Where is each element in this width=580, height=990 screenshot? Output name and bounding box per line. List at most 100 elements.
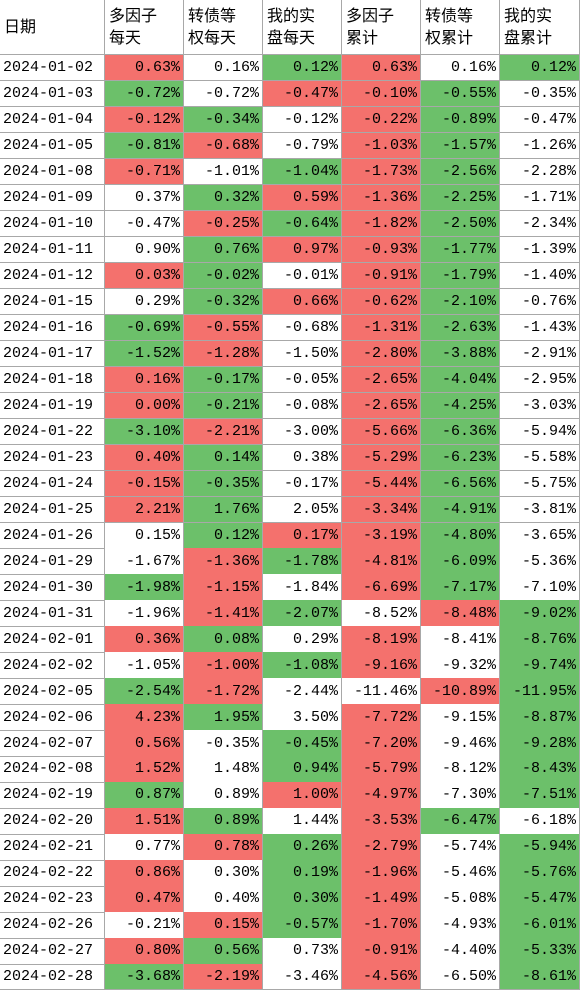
value-cell: -8.61%: [500, 964, 580, 990]
value-cell: -6.50%: [421, 964, 500, 990]
date-cell: 2024-01-09: [0, 184, 105, 212]
value-cell: -1.00%: [184, 652, 263, 679]
date-cell: 2024-01-24: [0, 470, 105, 498]
value-cell: 0.87%: [105, 782, 184, 809]
value-cell: -6.23%: [421, 444, 500, 472]
value-cell: 0.14%: [184, 444, 263, 472]
value-cell: 1.52%: [105, 756, 184, 783]
value-cell: -1.79%: [421, 262, 500, 290]
value-cell: 0.56%: [105, 730, 184, 757]
value-cell: -7.17%: [421, 574, 500, 601]
value-cell: -0.81%: [105, 132, 184, 160]
value-cell: -0.35%: [184, 730, 263, 757]
value-cell: -2.95%: [500, 366, 580, 394]
value-cell: 2.21%: [105, 496, 184, 523]
value-cell: -3.68%: [105, 964, 184, 990]
date-cell: 2024-01-04: [0, 106, 105, 134]
value-cell: -9.32%: [421, 652, 500, 679]
value-cell: -1.43%: [500, 314, 580, 342]
value-cell: 0.36%: [105, 626, 184, 653]
value-cell: 0.08%: [184, 626, 263, 653]
value-cell: 0.17%: [263, 522, 342, 549]
value-cell: -2.07%: [263, 600, 342, 627]
value-cell: 1.76%: [184, 496, 263, 523]
value-cell: -4.04%: [421, 366, 500, 394]
value-cell: -0.08%: [263, 392, 342, 420]
value-cell: -1.50%: [263, 340, 342, 368]
value-cell: 0.29%: [105, 288, 184, 316]
value-cell: -6.69%: [342, 574, 421, 601]
value-cell: -5.66%: [342, 418, 421, 446]
value-cell: -2.44%: [263, 678, 342, 705]
value-cell: 0.89%: [184, 808, 263, 835]
value-cell: -0.17%: [263, 470, 342, 498]
value-cell: -0.89%: [421, 106, 500, 134]
value-cell: -3.19%: [342, 522, 421, 549]
value-cell: -0.68%: [184, 132, 263, 160]
date-cell: 2024-01-30: [0, 574, 105, 601]
value-cell: -1.36%: [184, 548, 263, 575]
value-cell: -4.25%: [421, 392, 500, 420]
value-cell: -0.55%: [184, 314, 263, 342]
value-cell: -0.76%: [500, 288, 580, 316]
header-text: 转债等: [425, 6, 474, 25]
date-cell: 2024-02-21: [0, 834, 105, 861]
value-cell: -8.12%: [421, 756, 500, 783]
value-cell: 0.16%: [105, 366, 184, 394]
value-cell: 0.37%: [105, 184, 184, 212]
value-cell: -0.12%: [105, 106, 184, 134]
value-cell: -7.10%: [500, 574, 580, 601]
value-cell: -1.96%: [342, 860, 421, 887]
value-cell: -5.08%: [421, 886, 500, 913]
value-cell: -5.75%: [500, 470, 580, 498]
value-cell: -11.95%: [500, 678, 580, 705]
value-cell: 0.90%: [105, 236, 184, 264]
value-cell: -3.53%: [342, 808, 421, 835]
value-cell: -0.15%: [105, 470, 184, 498]
value-cell: -2.50%: [421, 210, 500, 238]
value-cell: -0.71%: [105, 158, 184, 186]
value-cell: 0.12%: [263, 55, 342, 82]
value-cell: -0.57%: [263, 912, 342, 939]
value-cell: 0.76%: [184, 236, 263, 264]
value-cell: -4.80%: [421, 522, 500, 549]
value-cell: 0.29%: [263, 626, 342, 653]
value-cell: -1.41%: [184, 600, 263, 627]
value-cell: -5.44%: [342, 470, 421, 498]
value-cell: 0.38%: [263, 444, 342, 472]
value-cell: -1.03%: [342, 132, 421, 160]
value-cell: 0.80%: [105, 938, 184, 965]
value-cell: -0.17%: [184, 366, 263, 394]
value-cell: 0.12%: [184, 522, 263, 549]
value-cell: 0.15%: [105, 522, 184, 549]
value-cell: -0.02%: [184, 262, 263, 290]
value-cell: -2.21%: [184, 418, 263, 446]
header-text: 累计: [346, 28, 379, 47]
value-cell: -2.54%: [105, 678, 184, 705]
value-cell: -0.64%: [263, 210, 342, 238]
value-cell: -1.39%: [500, 236, 580, 264]
value-cell: -6.47%: [421, 808, 500, 835]
value-cell: -1.04%: [263, 158, 342, 186]
value-cell: -5.74%: [421, 834, 500, 861]
value-cell: -1.57%: [421, 132, 500, 160]
value-cell: 0.94%: [263, 756, 342, 783]
value-cell: -7.30%: [421, 782, 500, 809]
header-text: 多因子: [109, 6, 158, 25]
date-cell: 2024-01-08: [0, 158, 105, 186]
value-cell: -1.31%: [342, 314, 421, 342]
header-cell: 多因子 每天: [105, 0, 184, 55]
header-text: 每天: [109, 28, 142, 47]
value-cell: -3.46%: [263, 964, 342, 990]
date-cell: 2024-01-11: [0, 236, 105, 264]
value-cell: -2.79%: [342, 834, 421, 861]
date-cell: 2024-02-26: [0, 912, 105, 939]
value-cell: 0.16%: [421, 55, 500, 82]
value-cell: 0.56%: [184, 938, 263, 965]
value-cell: -2.34%: [500, 210, 580, 238]
header-cell: 转债等 权每天: [184, 0, 263, 55]
value-cell: -0.79%: [263, 132, 342, 160]
value-cell: 1.00%: [263, 782, 342, 809]
value-cell: 0.86%: [105, 860, 184, 887]
value-cell: -1.01%: [184, 158, 263, 186]
